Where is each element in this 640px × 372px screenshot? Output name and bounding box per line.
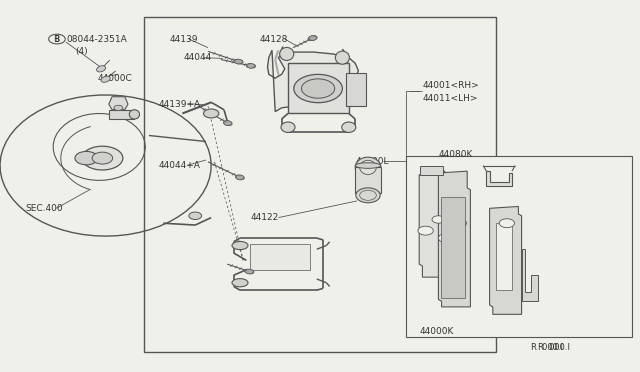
Circle shape: [247, 64, 255, 68]
Ellipse shape: [280, 48, 294, 61]
Ellipse shape: [97, 66, 106, 72]
Text: 44139+A: 44139+A: [158, 100, 200, 109]
Bar: [346, 73, 366, 106]
Ellipse shape: [355, 163, 381, 168]
Ellipse shape: [360, 160, 376, 174]
Circle shape: [294, 74, 342, 103]
Bar: [420, 166, 443, 175]
Text: B: B: [53, 35, 60, 44]
Bar: [288, 63, 349, 113]
Circle shape: [224, 121, 232, 125]
Text: 44122: 44122: [251, 213, 279, 222]
Circle shape: [301, 79, 335, 98]
Polygon shape: [486, 171, 512, 186]
Text: R  000.I: R 000.I: [531, 343, 563, 352]
Text: R  000.I: R 000.I: [538, 343, 570, 352]
Circle shape: [75, 151, 98, 165]
Circle shape: [189, 212, 202, 219]
Text: 44128: 44128: [259, 35, 287, 44]
Text: 08044-2351A: 08044-2351A: [66, 35, 127, 44]
Bar: [496, 223, 512, 290]
Bar: [144, 17, 496, 352]
Circle shape: [114, 105, 123, 110]
Bar: [250, 244, 310, 270]
Circle shape: [418, 226, 433, 235]
Text: 44080K: 44080K: [438, 150, 473, 159]
Text: 44000L: 44000L: [355, 157, 388, 166]
Ellipse shape: [232, 241, 248, 250]
Ellipse shape: [335, 51, 349, 64]
Polygon shape: [109, 97, 128, 110]
Circle shape: [452, 219, 467, 227]
Ellipse shape: [101, 76, 110, 82]
Polygon shape: [522, 249, 538, 301]
Text: 44044+A: 44044+A: [158, 161, 200, 170]
Ellipse shape: [223, 121, 232, 126]
Circle shape: [236, 175, 244, 180]
Circle shape: [246, 269, 253, 274]
Bar: [109, 110, 134, 119]
Text: 44044: 44044: [184, 53, 212, 62]
Ellipse shape: [308, 36, 317, 41]
Ellipse shape: [236, 175, 244, 180]
Text: SEC.400: SEC.400: [26, 204, 63, 213]
Circle shape: [235, 59, 243, 64]
Circle shape: [309, 36, 317, 40]
Polygon shape: [419, 171, 448, 277]
Ellipse shape: [129, 110, 140, 119]
Text: B: B: [54, 35, 60, 44]
Bar: [406, 156, 632, 337]
Text: 44139: 44139: [170, 35, 198, 44]
Ellipse shape: [342, 122, 356, 132]
Circle shape: [432, 216, 445, 223]
Circle shape: [438, 233, 455, 243]
Text: 44001<RH>: 44001<RH>: [422, 81, 479, 90]
Text: (4): (4): [76, 47, 88, 56]
Text: 44000C: 44000C: [97, 74, 132, 83]
Circle shape: [204, 109, 219, 118]
Circle shape: [82, 146, 123, 170]
Ellipse shape: [232, 279, 248, 287]
Circle shape: [499, 219, 515, 228]
Text: 44000K: 44000K: [419, 327, 454, 336]
Text: 44011<LH>: 44011<LH>: [422, 94, 478, 103]
Ellipse shape: [246, 64, 255, 68]
Polygon shape: [268, 50, 358, 112]
Bar: [441, 197, 465, 298]
Ellipse shape: [234, 59, 243, 64]
Circle shape: [92, 152, 113, 164]
Polygon shape: [490, 206, 522, 314]
Ellipse shape: [355, 157, 381, 177]
Polygon shape: [438, 171, 470, 307]
Ellipse shape: [244, 269, 254, 274]
Bar: [355, 167, 381, 193]
Ellipse shape: [281, 122, 295, 132]
Ellipse shape: [356, 188, 380, 203]
